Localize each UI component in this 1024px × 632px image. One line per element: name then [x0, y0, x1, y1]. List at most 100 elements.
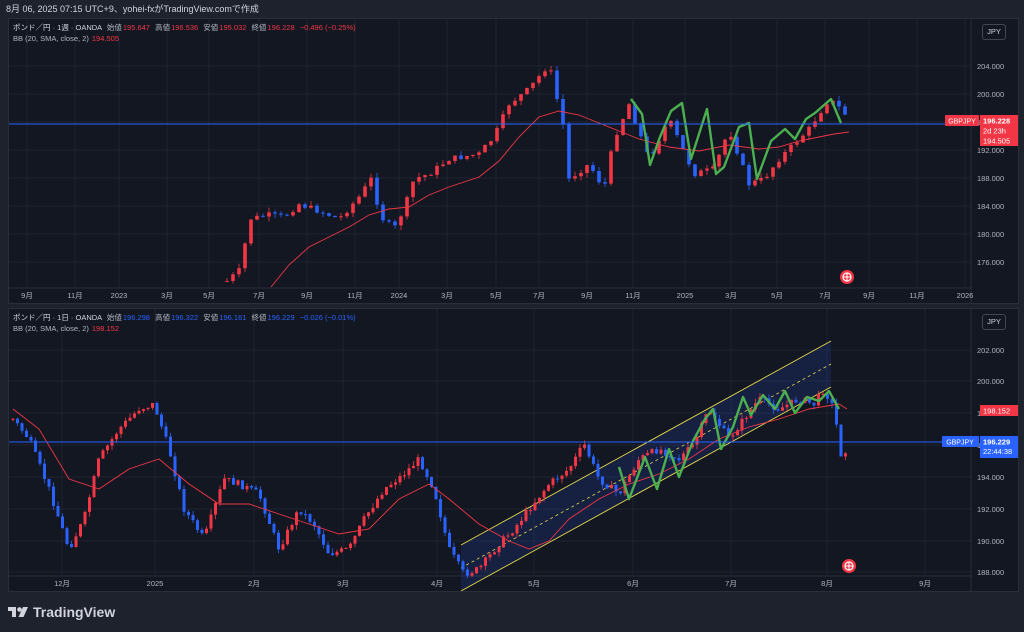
w-candle-body [549, 70, 553, 72]
d-candle-body [443, 517, 447, 533]
w-candle-body [267, 212, 271, 217]
d-candle-body [128, 417, 132, 421]
daily-wave-drawing[interactable] [617, 389, 841, 501]
w-time-tick: 9月 [21, 291, 33, 300]
w-candle-body [735, 136, 739, 154]
d-price-tick: 188.000 [977, 568, 1004, 577]
d-candle-body [196, 520, 199, 530]
d-candle-body [349, 543, 352, 548]
w-candle-body [579, 172, 583, 177]
weekly-currency-button[interactable]: JPY [982, 24, 1006, 40]
d-time-tick: 2月 [248, 579, 260, 588]
weekly-symbol-label: ポンド／円 · 1週 · OANDA [13, 23, 102, 32]
weekly-chart-canvas[interactable]: 204.000200.000196.000192.000188.000184.0… [9, 19, 1018, 303]
d-candle-body [133, 413, 136, 418]
weekly-chart-pane[interactable]: ポンド／円 · 1週 · OANDA 始値195.647 高値196.536 安… [8, 18, 1019, 304]
w-candle-body [297, 204, 301, 213]
w-time-tick: 7月 [819, 291, 831, 300]
d-candle-body [592, 456, 595, 464]
daily-price-axis: 202.000200.000198.000196.000194.000192.0… [977, 346, 1004, 577]
d-candle-body [236, 480, 240, 485]
d-candle-body [551, 478, 555, 486]
d-candle-body [461, 561, 465, 570]
weekly-wave-drawing[interactable] [630, 97, 843, 181]
daily-close-label: 終値 [251, 313, 267, 322]
weekly-tv-event-icon[interactable] [840, 270, 854, 284]
w-candle-body [351, 203, 355, 213]
tradingview-logo-icon [8, 607, 28, 617]
w-candle-body [681, 135, 685, 149]
d-candle-body [839, 424, 843, 457]
d-candle-body [34, 440, 37, 452]
d-candle-body [844, 453, 847, 457]
d-candle-body [529, 510, 532, 512]
d-candle-body [142, 409, 145, 411]
d-candle-body [677, 457, 681, 461]
w-candle-body [717, 154, 721, 167]
d-candle-body [452, 547, 456, 555]
d-candle-body [11, 418, 15, 420]
daily-channel-upper-line[interactable] [460, 340, 832, 546]
d-candle-body [538, 497, 541, 503]
d-candle-body [56, 505, 60, 517]
w-candle-body [759, 177, 763, 181]
daily-countdown-text: 22:44:38 [983, 447, 1012, 456]
d-time-tick: 3月 [337, 579, 349, 588]
weekly-close-value: 196.228 [267, 23, 295, 32]
daily-high-value: 196.322 [171, 313, 199, 322]
daily-channel-lower-line[interactable] [460, 386, 832, 591]
d-candle-body [173, 456, 177, 477]
d-candle-body [421, 457, 424, 470]
daily-open-label: 始値 [106, 313, 122, 322]
w-time-tick: 5月 [771, 291, 783, 300]
d-candle-body [407, 468, 411, 476]
d-candle-body [727, 428, 730, 437]
daily-chart-canvas[interactable]: 202.000200.000198.000196.000194.000192.0… [9, 309, 1018, 591]
d-candle-body [299, 512, 303, 515]
weekly-time-axis: 9月 11月 2023 3月 5月 7月 9月 11月 2024 3月 5月 7月 9月 11月 2025 3… [21, 291, 973, 300]
w-candle-body [231, 274, 235, 281]
d-candle-body [43, 463, 46, 479]
d-candle-body [416, 457, 420, 466]
d-candle-body [718, 419, 721, 426]
weekly-bb-value: 194.505 [91, 34, 119, 43]
w-candle-body [627, 104, 631, 120]
w-time-tick: 5月 [490, 291, 502, 300]
d-candle-body [16, 418, 19, 424]
weekly-bb-tag: 194.505 [980, 136, 1018, 146]
d-candle-body [502, 536, 505, 548]
d-candle-body [799, 402, 802, 404]
d-candle-body [682, 453, 685, 461]
daily-chart-pane[interactable]: ポンド／円 · 1日 · OANDA 始値196.298 高値196.322 安… [8, 308, 1019, 592]
weekly-candles [225, 65, 847, 284]
w-time-tick: 2023 [111, 291, 128, 300]
d-candle-body [106, 445, 109, 451]
d-price-tick: 192.000 [977, 505, 1004, 514]
d-candle-body [650, 449, 654, 454]
daily-currency-button[interactable]: JPY [982, 314, 1006, 330]
daily-symbol-label: ポンド／円 · 1日 · OANDA [13, 313, 102, 322]
w-time-tick: 7月 [533, 291, 545, 300]
d-candle-body [25, 430, 28, 438]
w-candle-body [429, 174, 433, 176]
d-candle-body [322, 534, 325, 545]
d-candle-body [790, 399, 793, 405]
d-candle-body [466, 569, 469, 576]
w-candle-body [771, 167, 775, 177]
d-candle-body [412, 465, 415, 469]
d-candle-body [619, 491, 622, 494]
d-candle-body [794, 399, 798, 403]
w-candle-body [573, 176, 577, 179]
w-price-tick: 176.000 [977, 258, 1004, 267]
d-candle-body [385, 487, 388, 495]
w-candle-body [795, 142, 799, 145]
d-candle-body [835, 403, 838, 425]
d-candle-body [475, 567, 478, 574]
header-text: 8月 06, 2025 07:15 UTC+9、yohei-fxがTrading… [6, 4, 259, 14]
d-candle-body [398, 475, 402, 483]
daily-tv-event-icon[interactable] [842, 559, 856, 573]
d-candle-body [353, 535, 357, 544]
weekly-price-tag: 196.228 2d 23h [980, 115, 1018, 139]
w-candle-body [837, 100, 841, 107]
w-candle-body [777, 161, 781, 168]
